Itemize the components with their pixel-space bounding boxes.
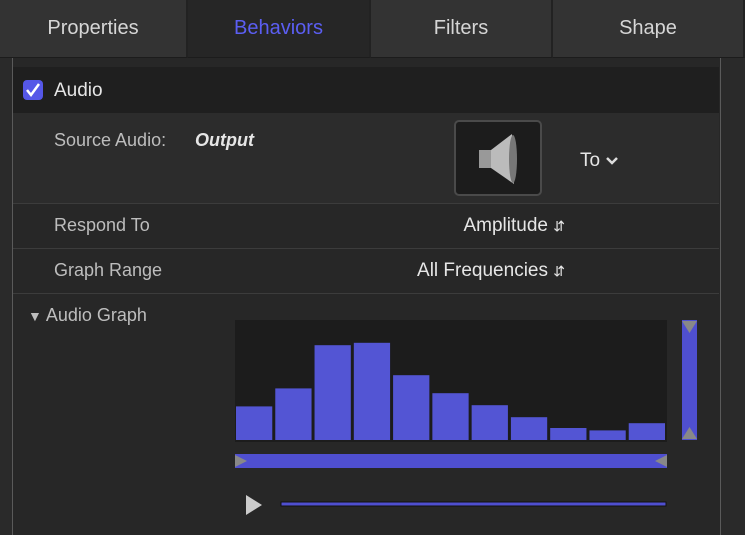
graph-bar (589, 430, 626, 440)
respond-value[interactable]: Amplitude ⇵ (463, 215, 565, 236)
behavior-header (13, 67, 719, 114)
graph-bar (353, 342, 391, 440)
chevron (606, 157, 619, 165)
graph-label[interactable]: ▼ Audio Graph (28, 305, 147, 325)
graph-bar (550, 428, 587, 440)
respond-label: Respond To (54, 215, 150, 235)
graph-bar (236, 406, 273, 440)
respond-row (13, 204, 719, 249)
to-label: To (580, 150, 601, 171)
range-slider[interactable] (235, 454, 667, 468)
graph-bar (432, 393, 469, 440)
speaker-icon (479, 134, 517, 184)
enable-checkbox[interactable] (23, 80, 43, 100)
graph-label-text: Audio Graph (45, 305, 147, 325)
source-row (13, 113, 719, 204)
graph-bar (275, 388, 312, 440)
tab[interactable]: Behaviors (188, 0, 371, 58)
range-row (13, 249, 719, 294)
respond-text: Amplitude (463, 215, 548, 236)
tab[interactable]: Shape (553, 0, 745, 58)
source-value: Output (195, 130, 254, 150)
graph-bar (314, 345, 351, 440)
range-label: Graph Range (54, 260, 163, 280)
graph-bar (393, 375, 430, 440)
graph-bar (628, 423, 665, 440)
checkmark (26, 83, 41, 98)
audio-graph (235, 320, 697, 515)
graph-bar (471, 405, 508, 440)
tab[interactable]: Properties (0, 0, 188, 58)
source-label: Source Audio: (54, 130, 167, 150)
slider-handle[interactable] (682, 321, 697, 333)
audio-well[interactable] (454, 120, 542, 196)
to-menu[interactable]: To (580, 150, 619, 172)
graph-bar (510, 417, 548, 440)
playhead-track[interactable] (280, 501, 667, 507)
slider-handle[interactable] (235, 455, 247, 467)
play-button[interactable] (246, 495, 262, 515)
slider-handle[interactable] (655, 455, 667, 467)
range-value[interactable]: All Frequencies ⇵ (417, 260, 565, 281)
behavior-name: Audio (54, 80, 103, 101)
level-slider[interactable] (682, 320, 697, 440)
range-text: All Frequencies (417, 260, 548, 281)
slider-handle[interactable] (682, 427, 697, 439)
tab[interactable]: Filters (371, 0, 553, 58)
